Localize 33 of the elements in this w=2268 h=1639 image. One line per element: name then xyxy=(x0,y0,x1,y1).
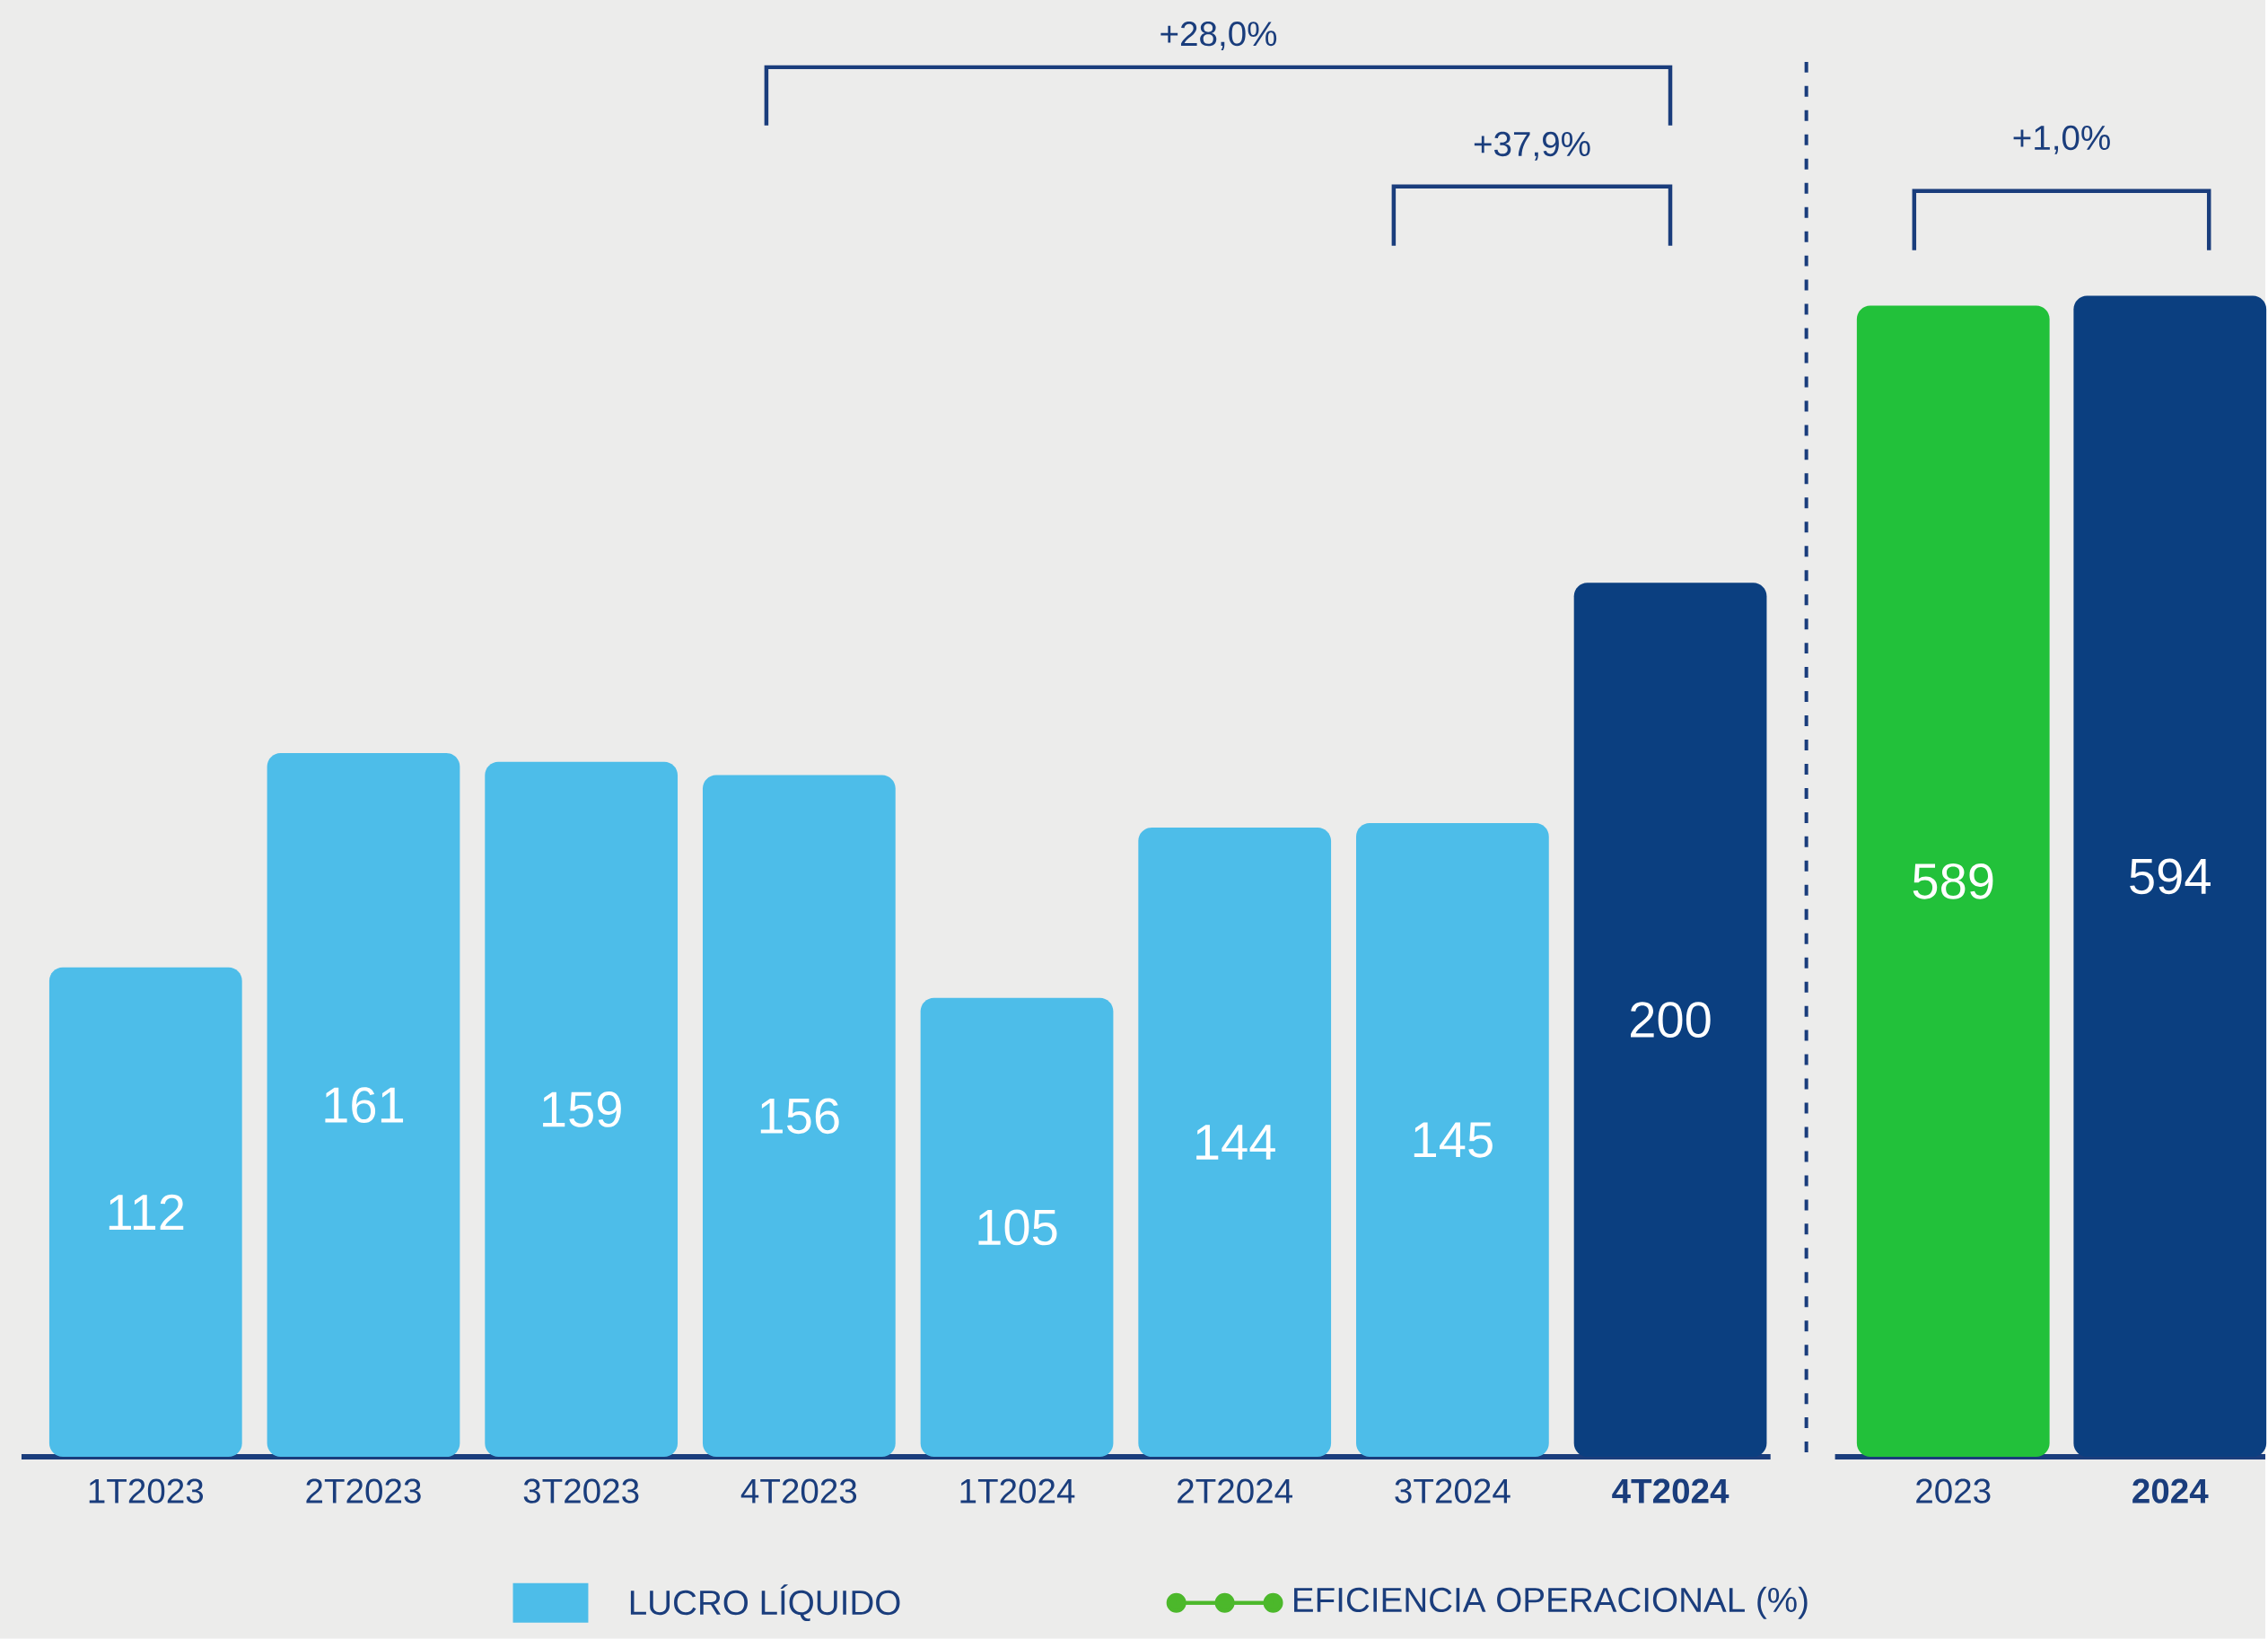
bar xyxy=(485,761,679,1458)
x-tick-label: 4T2024 xyxy=(1612,1478,1729,1503)
x-tick-label: 1T2023 xyxy=(89,1478,204,1503)
x-tick-label: 2T2023 xyxy=(306,1478,421,1503)
bar xyxy=(702,775,896,1458)
data-label: 105 xyxy=(978,1209,1057,1246)
bar xyxy=(267,753,460,1458)
data-label: 589 xyxy=(1913,863,1993,899)
x-tick-label: 4T2023 xyxy=(740,1478,857,1503)
data-label: 156 xyxy=(760,1098,839,1135)
text: +37,9% xyxy=(1474,131,1590,161)
bar xyxy=(920,997,1114,1458)
x-tick-label: 1T2024 xyxy=(960,1478,1075,1503)
text: +28,0% xyxy=(1160,22,1277,50)
data-label: 159 xyxy=(543,1091,621,1127)
legend-label: LUCRO LÍQUIDO xyxy=(630,1584,900,1622)
data-label: 161 xyxy=(325,1087,404,1124)
x-tick-label: 2023 xyxy=(1916,1478,1991,1503)
data-label: 200 xyxy=(1631,1002,1711,1039)
data-label: 594 xyxy=(2130,858,2211,895)
x-tick-label: 3T2023 xyxy=(523,1478,639,1503)
x-tick-label: 2T2024 xyxy=(1178,1478,1293,1503)
data-label: 112 xyxy=(109,1194,184,1231)
text: +1,0% xyxy=(2013,125,2110,154)
bar xyxy=(1356,823,1549,1458)
bar xyxy=(1573,583,1767,1458)
bar xyxy=(1138,827,1332,1458)
data-label: 144 xyxy=(1196,1125,1275,1160)
x-tick-label: 3T2024 xyxy=(1395,1478,1511,1503)
data-label: 145 xyxy=(1414,1122,1493,1158)
x-tick-label: 2024 xyxy=(2132,1478,2209,1503)
bar xyxy=(48,967,242,1458)
legend-label: EFICIENCIA OPERACIONAL (%) xyxy=(1294,1586,1808,1619)
